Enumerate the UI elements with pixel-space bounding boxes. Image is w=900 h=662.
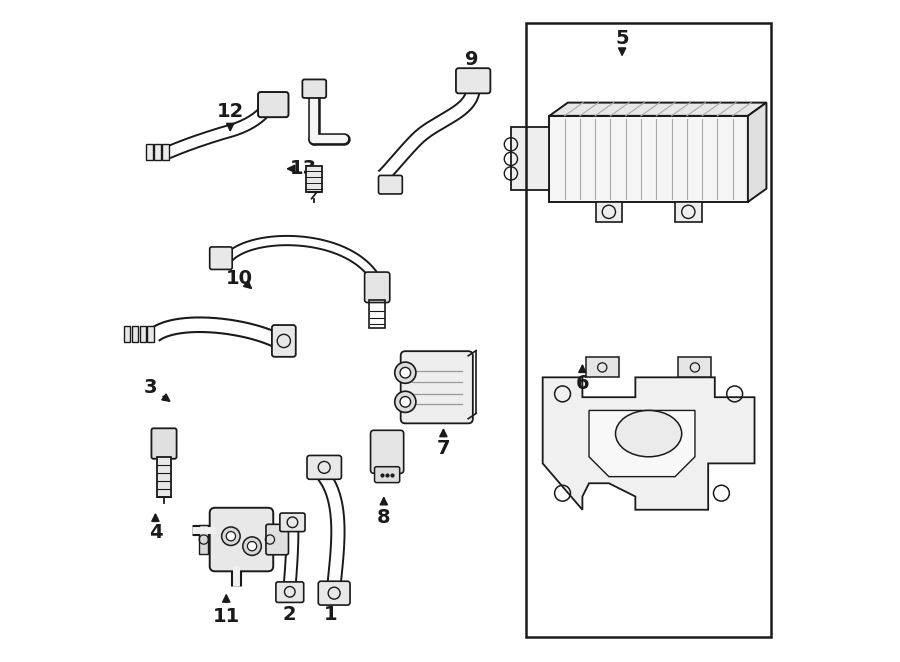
Circle shape	[243, 537, 261, 555]
Text: 8: 8	[377, 508, 391, 527]
FancyBboxPatch shape	[302, 79, 326, 98]
Bar	[306, 166, 322, 192]
Bar	[586, 357, 619, 377]
Text: 4: 4	[148, 524, 162, 542]
FancyBboxPatch shape	[258, 92, 289, 117]
Ellipse shape	[616, 410, 681, 457]
Circle shape	[395, 362, 416, 383]
Bar	[162, 144, 168, 160]
Bar	[526, 23, 771, 637]
Text: 13: 13	[290, 160, 317, 178]
Text: 9: 9	[465, 50, 479, 69]
FancyBboxPatch shape	[210, 247, 232, 269]
Polygon shape	[748, 103, 767, 202]
FancyBboxPatch shape	[364, 272, 390, 303]
Circle shape	[221, 527, 240, 545]
FancyBboxPatch shape	[319, 581, 350, 605]
Polygon shape	[549, 103, 767, 116]
Text: 11: 11	[212, 608, 240, 626]
Text: 1: 1	[324, 605, 338, 624]
Bar	[140, 326, 146, 342]
Bar	[154, 144, 161, 160]
FancyBboxPatch shape	[266, 524, 289, 555]
Bar	[549, 116, 748, 202]
Text: 6: 6	[576, 375, 590, 393]
Bar	[596, 202, 622, 222]
Text: 10: 10	[226, 269, 253, 287]
Text: 12: 12	[217, 102, 244, 120]
Polygon shape	[543, 377, 754, 510]
Bar	[131, 326, 139, 342]
Bar	[675, 202, 702, 222]
Bar	[148, 326, 154, 342]
FancyBboxPatch shape	[210, 508, 274, 571]
Circle shape	[400, 397, 410, 407]
FancyBboxPatch shape	[379, 175, 402, 194]
Polygon shape	[589, 410, 695, 477]
Circle shape	[226, 532, 236, 541]
FancyBboxPatch shape	[374, 467, 400, 483]
Circle shape	[395, 391, 416, 412]
Bar	[369, 300, 385, 328]
Text: 3: 3	[144, 378, 158, 397]
FancyBboxPatch shape	[272, 325, 296, 357]
FancyBboxPatch shape	[280, 513, 305, 532]
Bar	[511, 128, 549, 191]
FancyBboxPatch shape	[307, 455, 341, 479]
FancyBboxPatch shape	[400, 351, 472, 424]
Bar	[679, 357, 712, 377]
FancyBboxPatch shape	[371, 430, 404, 473]
Circle shape	[248, 542, 256, 551]
Bar	[266, 525, 274, 554]
Bar	[146, 144, 153, 160]
Bar	[157, 457, 171, 496]
Text: 7: 7	[436, 440, 450, 458]
Text: 5: 5	[616, 29, 629, 48]
Bar	[199, 525, 209, 554]
Bar	[123, 326, 130, 342]
FancyBboxPatch shape	[456, 68, 491, 93]
FancyBboxPatch shape	[276, 582, 303, 602]
Text: 2: 2	[283, 605, 296, 624]
Circle shape	[400, 367, 410, 378]
FancyBboxPatch shape	[151, 428, 176, 459]
